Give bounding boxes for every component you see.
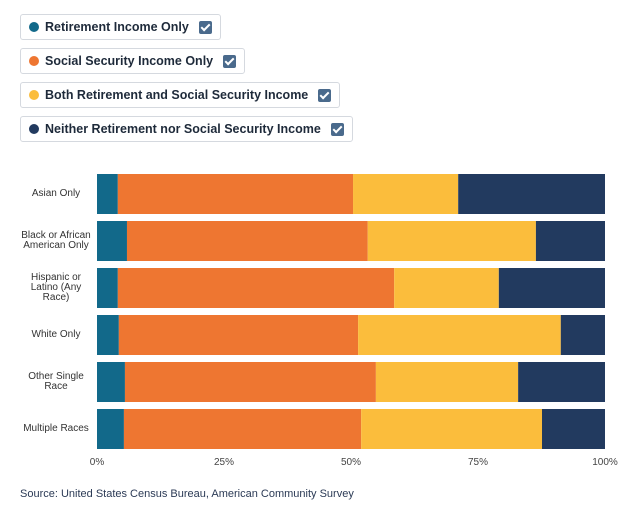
legend-label: Neither Retirement nor Social Security I…: [45, 122, 321, 136]
legend-item[interactable]: Both Retirement and Social Security Inco…: [20, 82, 341, 108]
bar-segment: [367, 221, 536, 261]
bar-segment: [560, 315, 605, 355]
bar-segment: [518, 362, 605, 402]
bar-segment: [97, 174, 118, 214]
y-tick-label: White Only: [31, 329, 81, 340]
bar-segment: [97, 315, 119, 355]
bar-segment: [498, 268, 605, 308]
y-tick-label: Black or African American Only: [21, 230, 91, 251]
legend: Retirement Income Only Social Security In…: [20, 14, 440, 142]
source-note: Source: United States Census Bureau, Ame…: [20, 488, 354, 500]
bar-segment: [117, 268, 395, 308]
legend-item[interactable]: Retirement Income Only: [20, 14, 221, 40]
bar-segment: [124, 362, 376, 402]
legend-checkbox[interactable]: [318, 88, 332, 102]
bar-segment: [353, 174, 459, 214]
bar-segment: [375, 362, 519, 402]
bar-segment: [97, 409, 124, 449]
bar-segment: [97, 268, 118, 308]
x-tick-label: 75%: [467, 457, 489, 468]
y-tick-label: Asian Only: [31, 188, 81, 199]
bar-segment: [542, 409, 605, 449]
legend-checkbox[interactable]: [223, 54, 237, 68]
x-tick-label: 50%: [340, 457, 362, 468]
bar-segment: [97, 362, 125, 402]
bar-segment: [123, 409, 362, 449]
bar-segment: [126, 221, 368, 261]
legend-label: Retirement Income Only: [45, 20, 189, 34]
legend-swatch: [29, 22, 39, 32]
bar-segment: [118, 315, 359, 355]
legend-item[interactable]: Social Security Income Only: [20, 48, 246, 74]
legend-swatch: [29, 90, 39, 100]
x-tick-label: 25%: [213, 457, 235, 468]
x-tick-label: 0%: [89, 457, 105, 468]
bar-segment: [535, 221, 605, 261]
legend-item[interactable]: Neither Retirement nor Social Security I…: [20, 116, 353, 142]
bar-segment: [117, 174, 354, 214]
y-tick-label: Hispanic or Latino (Any Race): [30, 272, 82, 303]
x-tick-label: 100%: [592, 457, 618, 468]
bar-segment: [394, 268, 499, 308]
bar-segment: [97, 221, 127, 261]
legend-swatch: [29, 56, 39, 66]
y-tick-label: Multiple Races: [23, 423, 89, 434]
bar-segment: [458, 174, 605, 214]
y-tick-label: Other Single Race: [28, 371, 84, 392]
bar-segment: [358, 315, 561, 355]
bar-segment: [361, 409, 543, 449]
legend-swatch: [29, 124, 39, 134]
legend-checkbox[interactable]: [330, 122, 344, 136]
legend-label: Social Security Income Only: [45, 54, 214, 68]
legend-checkbox[interactable]: [198, 20, 212, 34]
legend-label: Both Retirement and Social Security Inco…: [45, 88, 309, 102]
